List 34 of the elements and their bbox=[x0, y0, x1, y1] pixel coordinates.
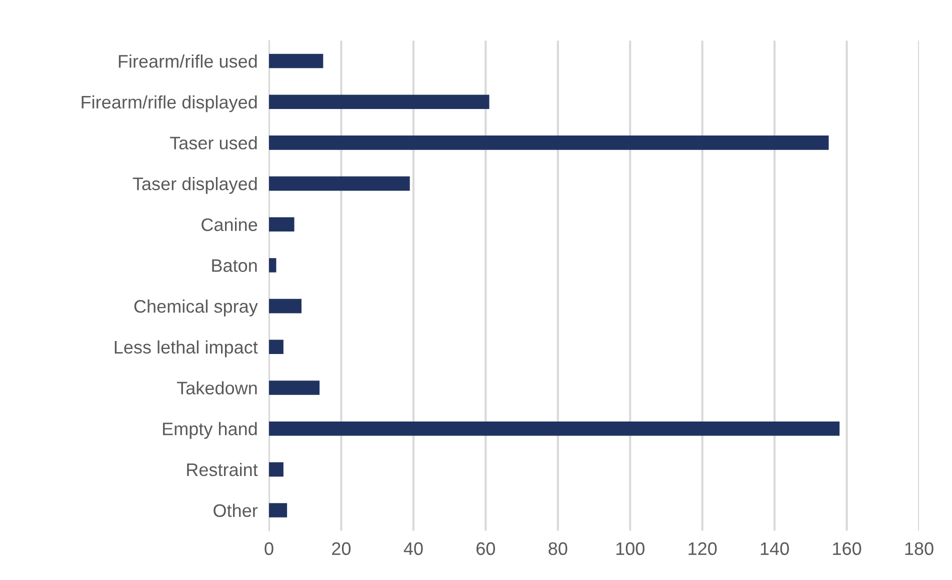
y-tick-label: Firearm/rifle used bbox=[118, 54, 257, 68]
x-tick-label: 80 bbox=[548, 542, 568, 556]
x-tick-label: 120 bbox=[688, 542, 717, 556]
bar bbox=[269, 462, 284, 477]
bar bbox=[269, 136, 829, 150]
y-tick-label: Less lethal impact bbox=[114, 340, 258, 358]
x-tick-label: 140 bbox=[760, 542, 789, 556]
y-tick-label: Baton bbox=[212, 259, 257, 272]
x-tick-label: 20 bbox=[332, 542, 351, 556]
bar bbox=[269, 380, 320, 395]
bar bbox=[269, 421, 840, 436]
bar bbox=[269, 258, 276, 272]
y-tick-label: Restraint bbox=[187, 462, 258, 476]
bar bbox=[269, 54, 324, 68]
x-tick-label: 100 bbox=[616, 542, 644, 556]
bar bbox=[269, 340, 284, 354]
x-tick-label: 160 bbox=[833, 542, 862, 556]
bar bbox=[269, 503, 288, 518]
bar bbox=[269, 217, 294, 232]
x-tick-label: 180 bbox=[905, 542, 934, 556]
bar bbox=[269, 176, 410, 191]
y-tick-label: Taser displayed bbox=[132, 177, 257, 194]
x-tick-label: 40 bbox=[404, 542, 423, 556]
x-tick-label: 0 bbox=[264, 542, 274, 556]
y-tick-label: Takedown bbox=[177, 381, 257, 394]
y-tick-label: Chemical spray bbox=[134, 300, 258, 316]
x-tick-label: 60 bbox=[476, 542, 496, 556]
y-tick-label: Canine bbox=[202, 218, 258, 232]
y-tick-label: Firearm/rifle displayed bbox=[82, 95, 257, 112]
y-tick-label: Taser used bbox=[170, 136, 257, 150]
y-tick-label: Empty hand bbox=[163, 422, 257, 439]
y-tick-label: Other bbox=[214, 504, 258, 517]
bar bbox=[269, 94, 490, 110]
bar bbox=[269, 298, 302, 314]
